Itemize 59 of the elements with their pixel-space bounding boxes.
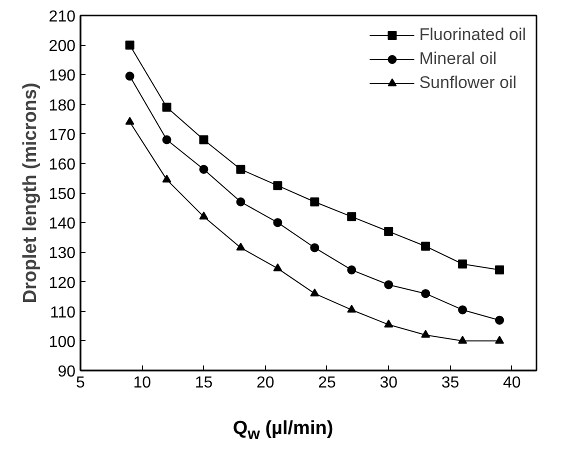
legend-label: Fluorinated oil: [419, 25, 526, 45]
point: [162, 135, 172, 144]
point: [162, 174, 172, 182]
point: [310, 288, 320, 296]
point: [199, 135, 208, 144]
y-tick-label: 100: [48, 334, 76, 351]
y-tick-label: 150: [48, 186, 76, 203]
point: [384, 280, 394, 290]
point: [421, 289, 430, 298]
x-tick-label: 35: [441, 374, 460, 392]
point: [236, 197, 246, 206]
point: [310, 243, 320, 252]
point: [458, 305, 468, 314]
point: [273, 263, 282, 272]
y-tick-label: 140: [48, 216, 76, 233]
y-tick-label: 210: [48, 8, 76, 26]
x-tick-label: 40: [502, 374, 521, 392]
point: [310, 197, 320, 206]
y-tick-label: 160: [48, 156, 76, 174]
x-tick-label: 20: [256, 374, 274, 392]
legend-label: Sunflower oil: [419, 73, 517, 93]
point: [236, 164, 246, 174]
point: [347, 212, 356, 222]
point: [495, 316, 504, 325]
point: [273, 218, 282, 228]
point: [495, 336, 504, 344]
point: [347, 265, 356, 274]
point: [199, 164, 208, 174]
point: [236, 242, 246, 251]
y-tick-label: 200: [48, 38, 76, 56]
y-axis-title: Droplet length (microns): [20, 82, 41, 304]
point: [347, 304, 356, 313]
y-tick-label: 190: [48, 68, 76, 85]
x-tick-label: 5: [76, 374, 86, 392]
y-tick-label: 120: [48, 274, 76, 292]
y-tick-label: 110: [50, 304, 76, 322]
point: [162, 102, 172, 112]
point: [125, 116, 134, 125]
point: [199, 212, 208, 220]
point: [384, 320, 394, 328]
point: [273, 181, 282, 190]
legend-label: Mineral oil: [419, 49, 497, 69]
y-tick-label: 180: [48, 97, 76, 114]
x-axis-title: Q$_{w}$ (µl/min): [232, 417, 334, 445]
point: [421, 242, 430, 251]
x-tick-label: 10: [133, 374, 152, 392]
point: [421, 330, 430, 338]
point: [125, 40, 134, 50]
point: [125, 72, 134, 81]
point: [458, 336, 468, 344]
y-tick-label: 130: [48, 245, 76, 262]
y-tick-label: 170: [48, 126, 76, 144]
point: [458, 260, 468, 268]
point: [495, 265, 504, 274]
x-tick-label: 30: [380, 374, 398, 392]
x-tick-label: 25: [318, 374, 336, 392]
y-tick-label: 90: [58, 364, 76, 380]
point: [384, 226, 394, 236]
x-tick-label: 15: [194, 374, 213, 392]
